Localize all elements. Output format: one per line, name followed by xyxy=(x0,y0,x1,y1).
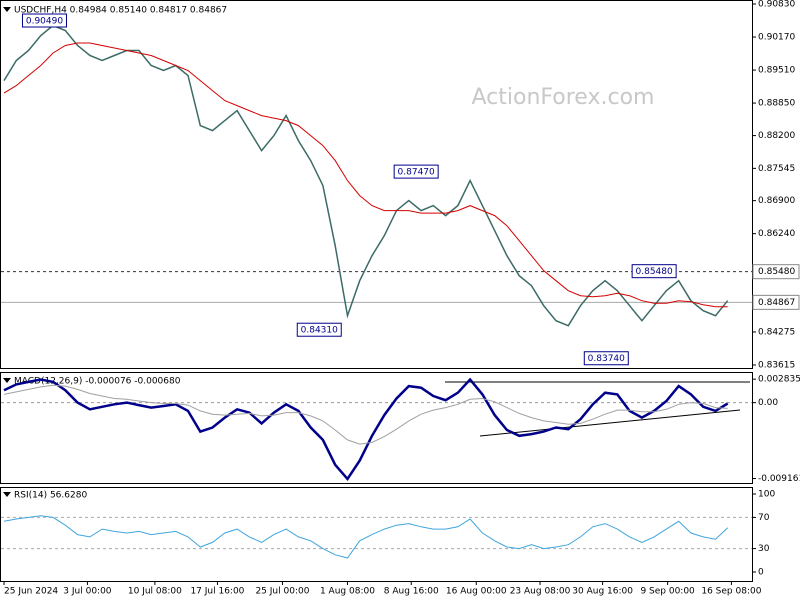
x-tick-label: 17 Jul 16:00 xyxy=(190,587,244,597)
price-label-box xyxy=(752,294,800,310)
y-tick-label: 0.90830 xyxy=(758,0,795,10)
series-line xyxy=(3,377,729,481)
y-tick-label: 0.86240 xyxy=(758,229,795,239)
annotation-box xyxy=(21,13,67,28)
annotation-label: 0.90490 xyxy=(26,17,63,27)
series-line xyxy=(3,384,728,445)
pane-title: USDCHF,H4 0.84984 0.85140 0.84817 0.8486… xyxy=(14,6,227,16)
y-tick-label: -0.009161 xyxy=(758,474,800,484)
pane-marker xyxy=(3,378,11,383)
x-tick-label: 3 Jul 00:00 xyxy=(63,587,112,597)
y-tick-label: 0.002835 xyxy=(758,375,800,385)
y-tick-label: 100 xyxy=(758,490,775,500)
annotation-box xyxy=(631,264,677,279)
rsi-pane xyxy=(0,487,753,582)
y-tick-label: 0.00 xyxy=(758,398,778,408)
y-tick-label: 0.89510 xyxy=(758,66,795,76)
annotation-label: 0.83740 xyxy=(588,354,625,364)
x-tick-label: 9 Sep 00:00 xyxy=(640,587,695,597)
x-tick-label: 8 Aug 16:00 xyxy=(384,587,439,597)
y-tick-label: 0 xyxy=(758,568,764,578)
pane-marker xyxy=(3,492,11,497)
annotation-label: 0.87470 xyxy=(398,168,435,178)
y-tick-label: 0.86900 xyxy=(758,196,795,206)
y-tick-label: 30 xyxy=(758,544,770,554)
y-tick-label: 0.88850 xyxy=(758,99,795,109)
y-tick-label: 0.83615 xyxy=(758,361,795,371)
annotation-box xyxy=(583,351,629,366)
price-pane xyxy=(0,0,753,369)
watermark: ActionForex.com xyxy=(472,85,655,110)
series-line xyxy=(3,42,728,308)
x-tick-label: 10 Jul 08:00 xyxy=(128,587,182,597)
y-tick-label: 0.88200 xyxy=(758,131,795,141)
x-tick-label: 23 Aug 08:00 xyxy=(510,587,571,597)
annotation-label: 0.84310 xyxy=(301,326,338,336)
price-label: 0.85480 xyxy=(758,267,795,277)
x-tick-label: 30 Aug 16:00 xyxy=(572,587,633,597)
price-label-box xyxy=(752,264,800,280)
pane-marker xyxy=(3,7,11,12)
pane-title: MACD(12,26,9) -0.000076 -0.000680 xyxy=(14,377,181,387)
series-line xyxy=(3,515,729,559)
x-tick-label: 25 Jun 2024 xyxy=(4,587,58,597)
pane-title: RSI(14) 56.6280 xyxy=(14,491,87,501)
x-tick-label: 16 Sep 08:00 xyxy=(701,587,761,597)
macd-trendline xyxy=(479,409,741,437)
y-tick-label: 70 xyxy=(758,513,770,523)
series-line xyxy=(3,24,729,327)
annotation-box xyxy=(393,164,439,179)
x-tick-label: 25 Jul 00:00 xyxy=(255,587,309,597)
y-tick-label: 0.87545 xyxy=(758,164,795,174)
y-tick-label: 0.84275 xyxy=(758,327,795,337)
price-label: 0.84867 xyxy=(758,298,795,308)
y-tick-label: 0.90170 xyxy=(758,33,795,43)
annotation-label: 0.85480 xyxy=(636,267,673,277)
x-tick-label: 1 Aug 08:00 xyxy=(320,587,375,597)
x-tick-label: 16 Aug 00:00 xyxy=(446,587,507,597)
annotation-box xyxy=(296,322,342,337)
